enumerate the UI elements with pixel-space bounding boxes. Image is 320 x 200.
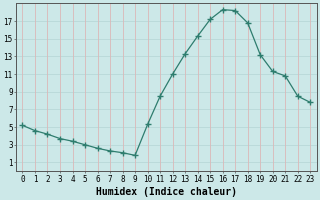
X-axis label: Humidex (Indice chaleur): Humidex (Indice chaleur) bbox=[96, 186, 237, 197]
